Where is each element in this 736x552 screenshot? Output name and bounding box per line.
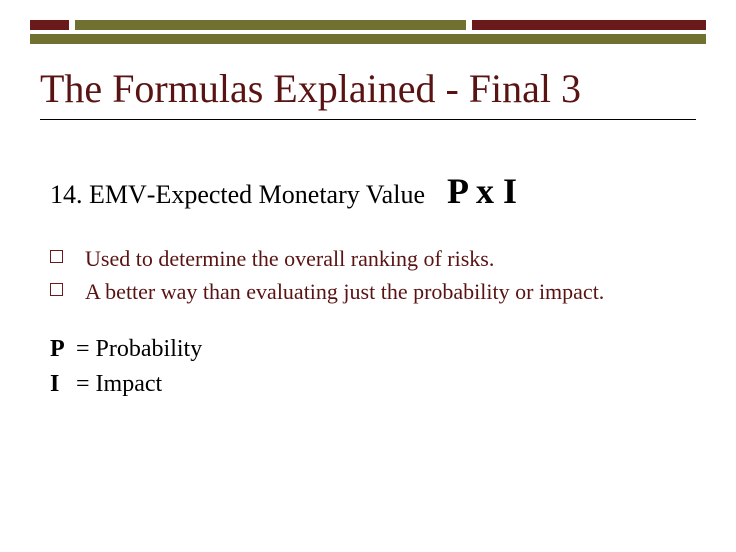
title-area: The Formulas Explained - Final 3 — [40, 65, 696, 120]
definition-text: = Impact — [70, 371, 162, 397]
bar-row-2 — [30, 34, 706, 44]
bullet-text: A better way than evaluating just the pr… — [85, 275, 604, 308]
item-abbrev: EMV — [83, 180, 147, 210]
item-name: Expected Monetary Value — [155, 180, 425, 210]
slide: The Formulas Explained - Final 3 14. EMV… — [0, 0, 736, 552]
item-heading: 14. EMV - Expected Monetary Value P x I — [50, 170, 696, 212]
bullet-item: A better way than evaluating just the pr… — [50, 275, 696, 308]
bullet-item: Used to determine the overall ranking of… — [50, 242, 696, 275]
bar-row-1 — [30, 20, 706, 30]
bar-seg-3 — [472, 20, 706, 30]
bullet-list: Used to determine the overall ranking of… — [50, 242, 696, 308]
definition-text: = Probability — [70, 336, 202, 362]
decorative-top-bars — [30, 20, 706, 44]
body-area: 14. EMV - Expected Monetary Value P x I … — [50, 170, 696, 406]
square-bullet-icon — [50, 250, 63, 263]
slide-title: The Formulas Explained - Final 3 — [40, 65, 696, 119]
item-sep: - — [147, 180, 156, 210]
bar-seg-2 — [75, 20, 466, 30]
title-underline — [40, 119, 696, 120]
definitions: P = Probability I = Impact — [50, 336, 696, 398]
item-formula: P x I — [447, 170, 517, 212]
definition-symbol: P — [50, 336, 70, 363]
item-number: 14. — [50, 180, 83, 210]
definition-row: P = Probability — [50, 336, 696, 363]
square-bullet-icon — [50, 283, 63, 296]
bar-seg-1 — [30, 20, 69, 30]
bullet-text: Used to determine the overall ranking of… — [85, 242, 494, 275]
definition-row: I = Impact — [50, 371, 696, 398]
definition-symbol: I — [50, 371, 70, 398]
